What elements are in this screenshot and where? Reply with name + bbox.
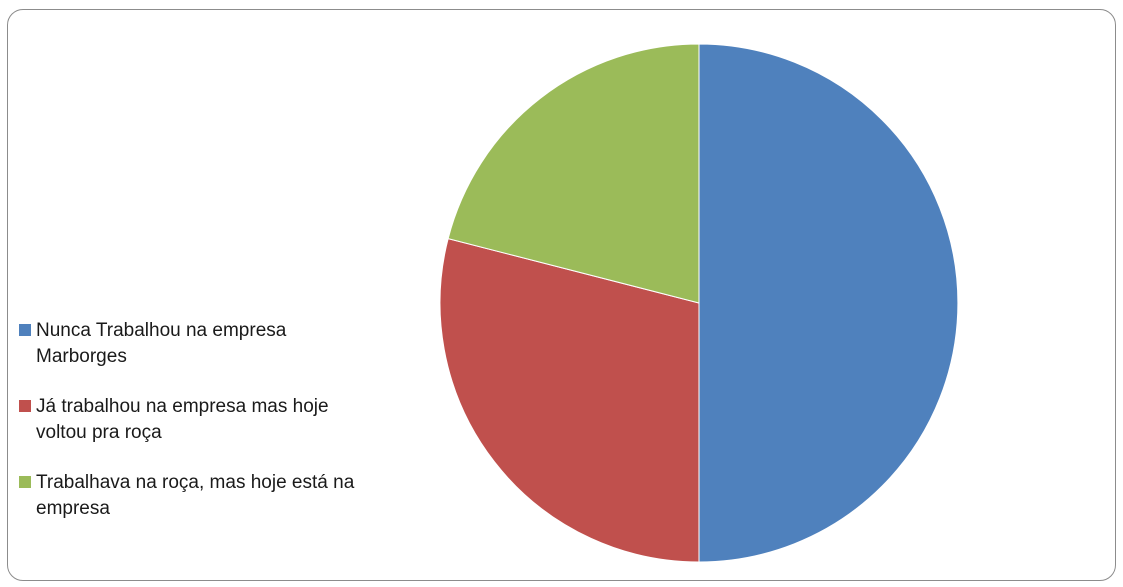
- pie-chart: [439, 43, 959, 563]
- pie-slice-0: [698, 43, 959, 563]
- chart-area: Nunca Trabalhou na empresa Marborges Já …: [7, 9, 1116, 581]
- legend-label: Trabalhava na roça, mas hoje está na emp…: [36, 472, 355, 519]
- legend-item-ja-trabalhou: Já trabalhou na empresa mas hoje voltou …: [19, 394, 379, 446]
- legend: Nunca Trabalhou na empresa Marborges Já …: [19, 318, 379, 546]
- legend-item-trabalhava-na-roca: Trabalhava na roça, mas hoje está na emp…: [19, 470, 379, 522]
- legend-label: Nunca Trabalhou na empresa Marborges: [36, 320, 287, 367]
- legend-label: Já trabalhou na empresa mas hoje voltou …: [36, 396, 329, 443]
- legend-item-nunca-trabalhou: Nunca Trabalhou na empresa Marborges: [19, 318, 379, 370]
- legend-swatch: [19, 476, 31, 488]
- pie-slice-1: [439, 237, 700, 563]
- pie-slice-2: [447, 43, 700, 304]
- legend-swatch: [19, 400, 31, 412]
- legend-swatch: [19, 324, 31, 336]
